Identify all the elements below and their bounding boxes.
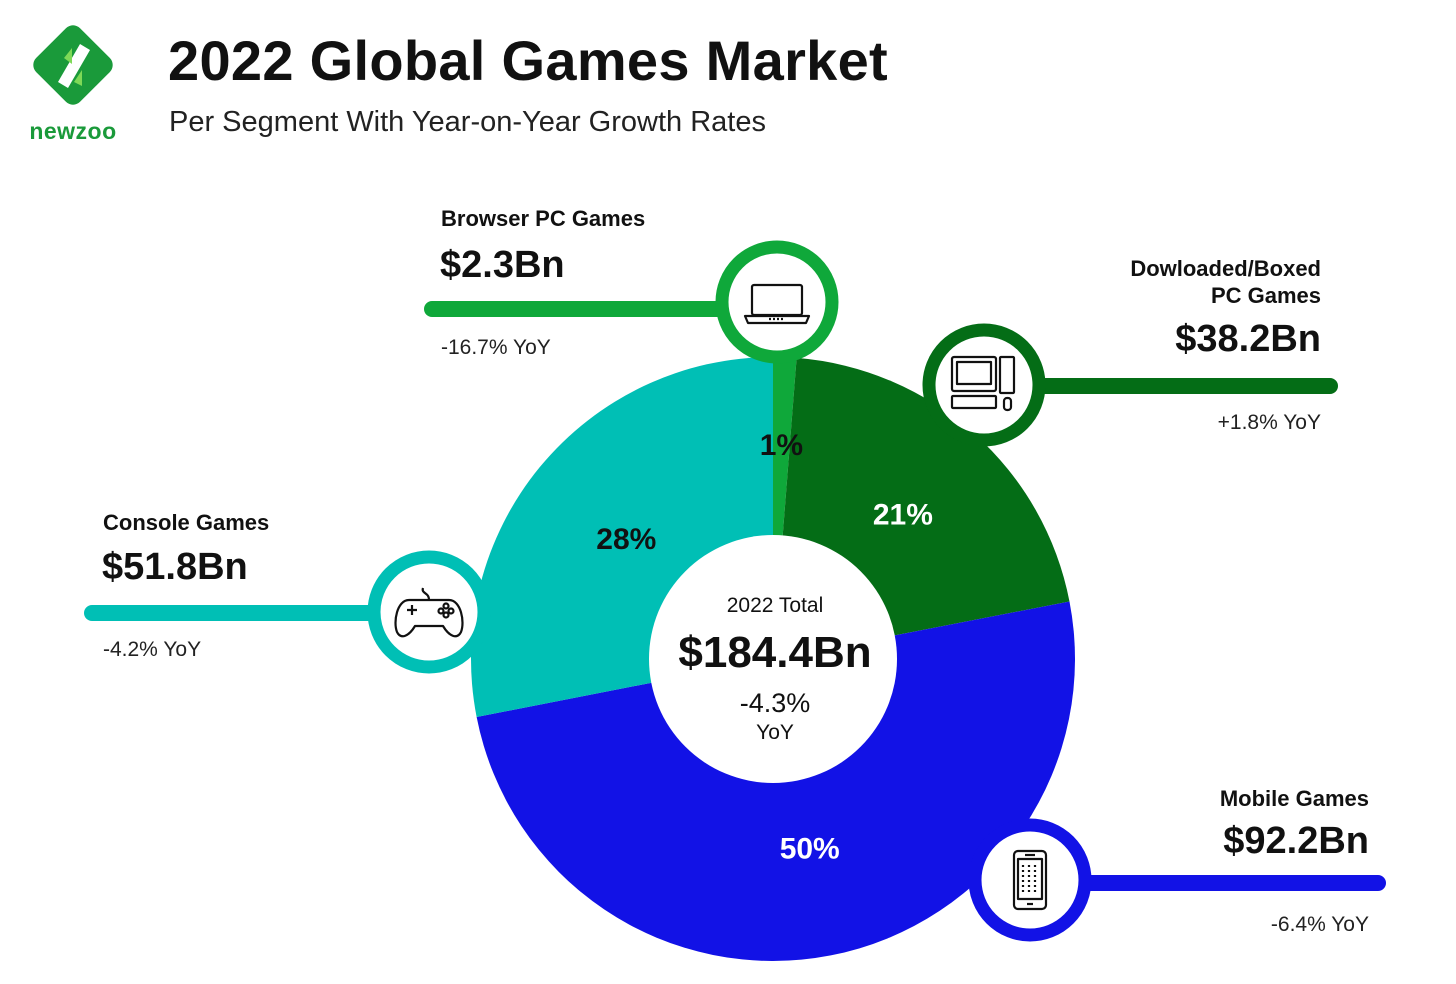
console-segment-name: Console Games bbox=[103, 510, 270, 535]
newzoo-logo: newzoo bbox=[22, 20, 124, 150]
newzoo-logo-icon bbox=[33, 25, 113, 105]
donut-center bbox=[649, 535, 897, 783]
logo-wordmark: newzoo bbox=[29, 118, 117, 144]
downloaded-segment-name-line2: PC Games bbox=[1210, 283, 1321, 308]
desktop-computer-icon-badge bbox=[922, 323, 1046, 447]
downloaded-segment-yoy: +1.8% YoY bbox=[1217, 411, 1321, 434]
browser-segment-name: Browser PC Games bbox=[441, 206, 646, 231]
gamepad-icon-badge bbox=[367, 550, 491, 674]
laptop-icon-badge bbox=[715, 240, 839, 364]
smartphone-icon-badge bbox=[968, 818, 1092, 942]
laptop-icon bbox=[743, 283, 811, 325]
mobile-segment-value: $92.2Bn bbox=[1223, 820, 1369, 862]
gamepad-icon-ring bbox=[367, 550, 491, 674]
share-label-console: 28% bbox=[596, 523, 656, 556]
console-segment-yoy: -4.2% YoY bbox=[103, 638, 202, 661]
desktop-computer-icon bbox=[950, 355, 1016, 412]
downloaded-segment-name-line1: Dowloaded/Boxed bbox=[1130, 256, 1321, 281]
share-label-mobile: 50% bbox=[780, 832, 840, 865]
mobile-segment-yoy: -6.4% YoY bbox=[1270, 913, 1369, 936]
total-label: 2022 Total bbox=[726, 594, 824, 617]
laptop-icon-ring bbox=[715, 240, 839, 364]
total-yoy: -4.3% bbox=[739, 688, 811, 718]
page-subtitle: Per Segment With Year-on-Year Growth Rat… bbox=[169, 106, 766, 138]
browser-segment-yoy: -16.7% YoY bbox=[441, 336, 551, 359]
downloaded-segment-value: $38.2Bn bbox=[1175, 318, 1321, 360]
total-yoy-unit: YoY bbox=[756, 721, 794, 744]
total-value: $184.4Bn bbox=[678, 628, 872, 677]
browser-segment-value: $2.3Bn bbox=[440, 244, 565, 286]
share-label-browser: 1% bbox=[760, 429, 803, 462]
console-segment-value: $51.8Bn bbox=[102, 546, 248, 588]
smartphone-icon bbox=[1012, 849, 1048, 911]
mobile-segment-name: Mobile Games bbox=[1219, 786, 1369, 811]
share-label-downloaded: 21% bbox=[873, 499, 933, 532]
page-title: 2022 Global Games Market bbox=[168, 29, 888, 92]
gamepad-icon bbox=[394, 587, 464, 638]
